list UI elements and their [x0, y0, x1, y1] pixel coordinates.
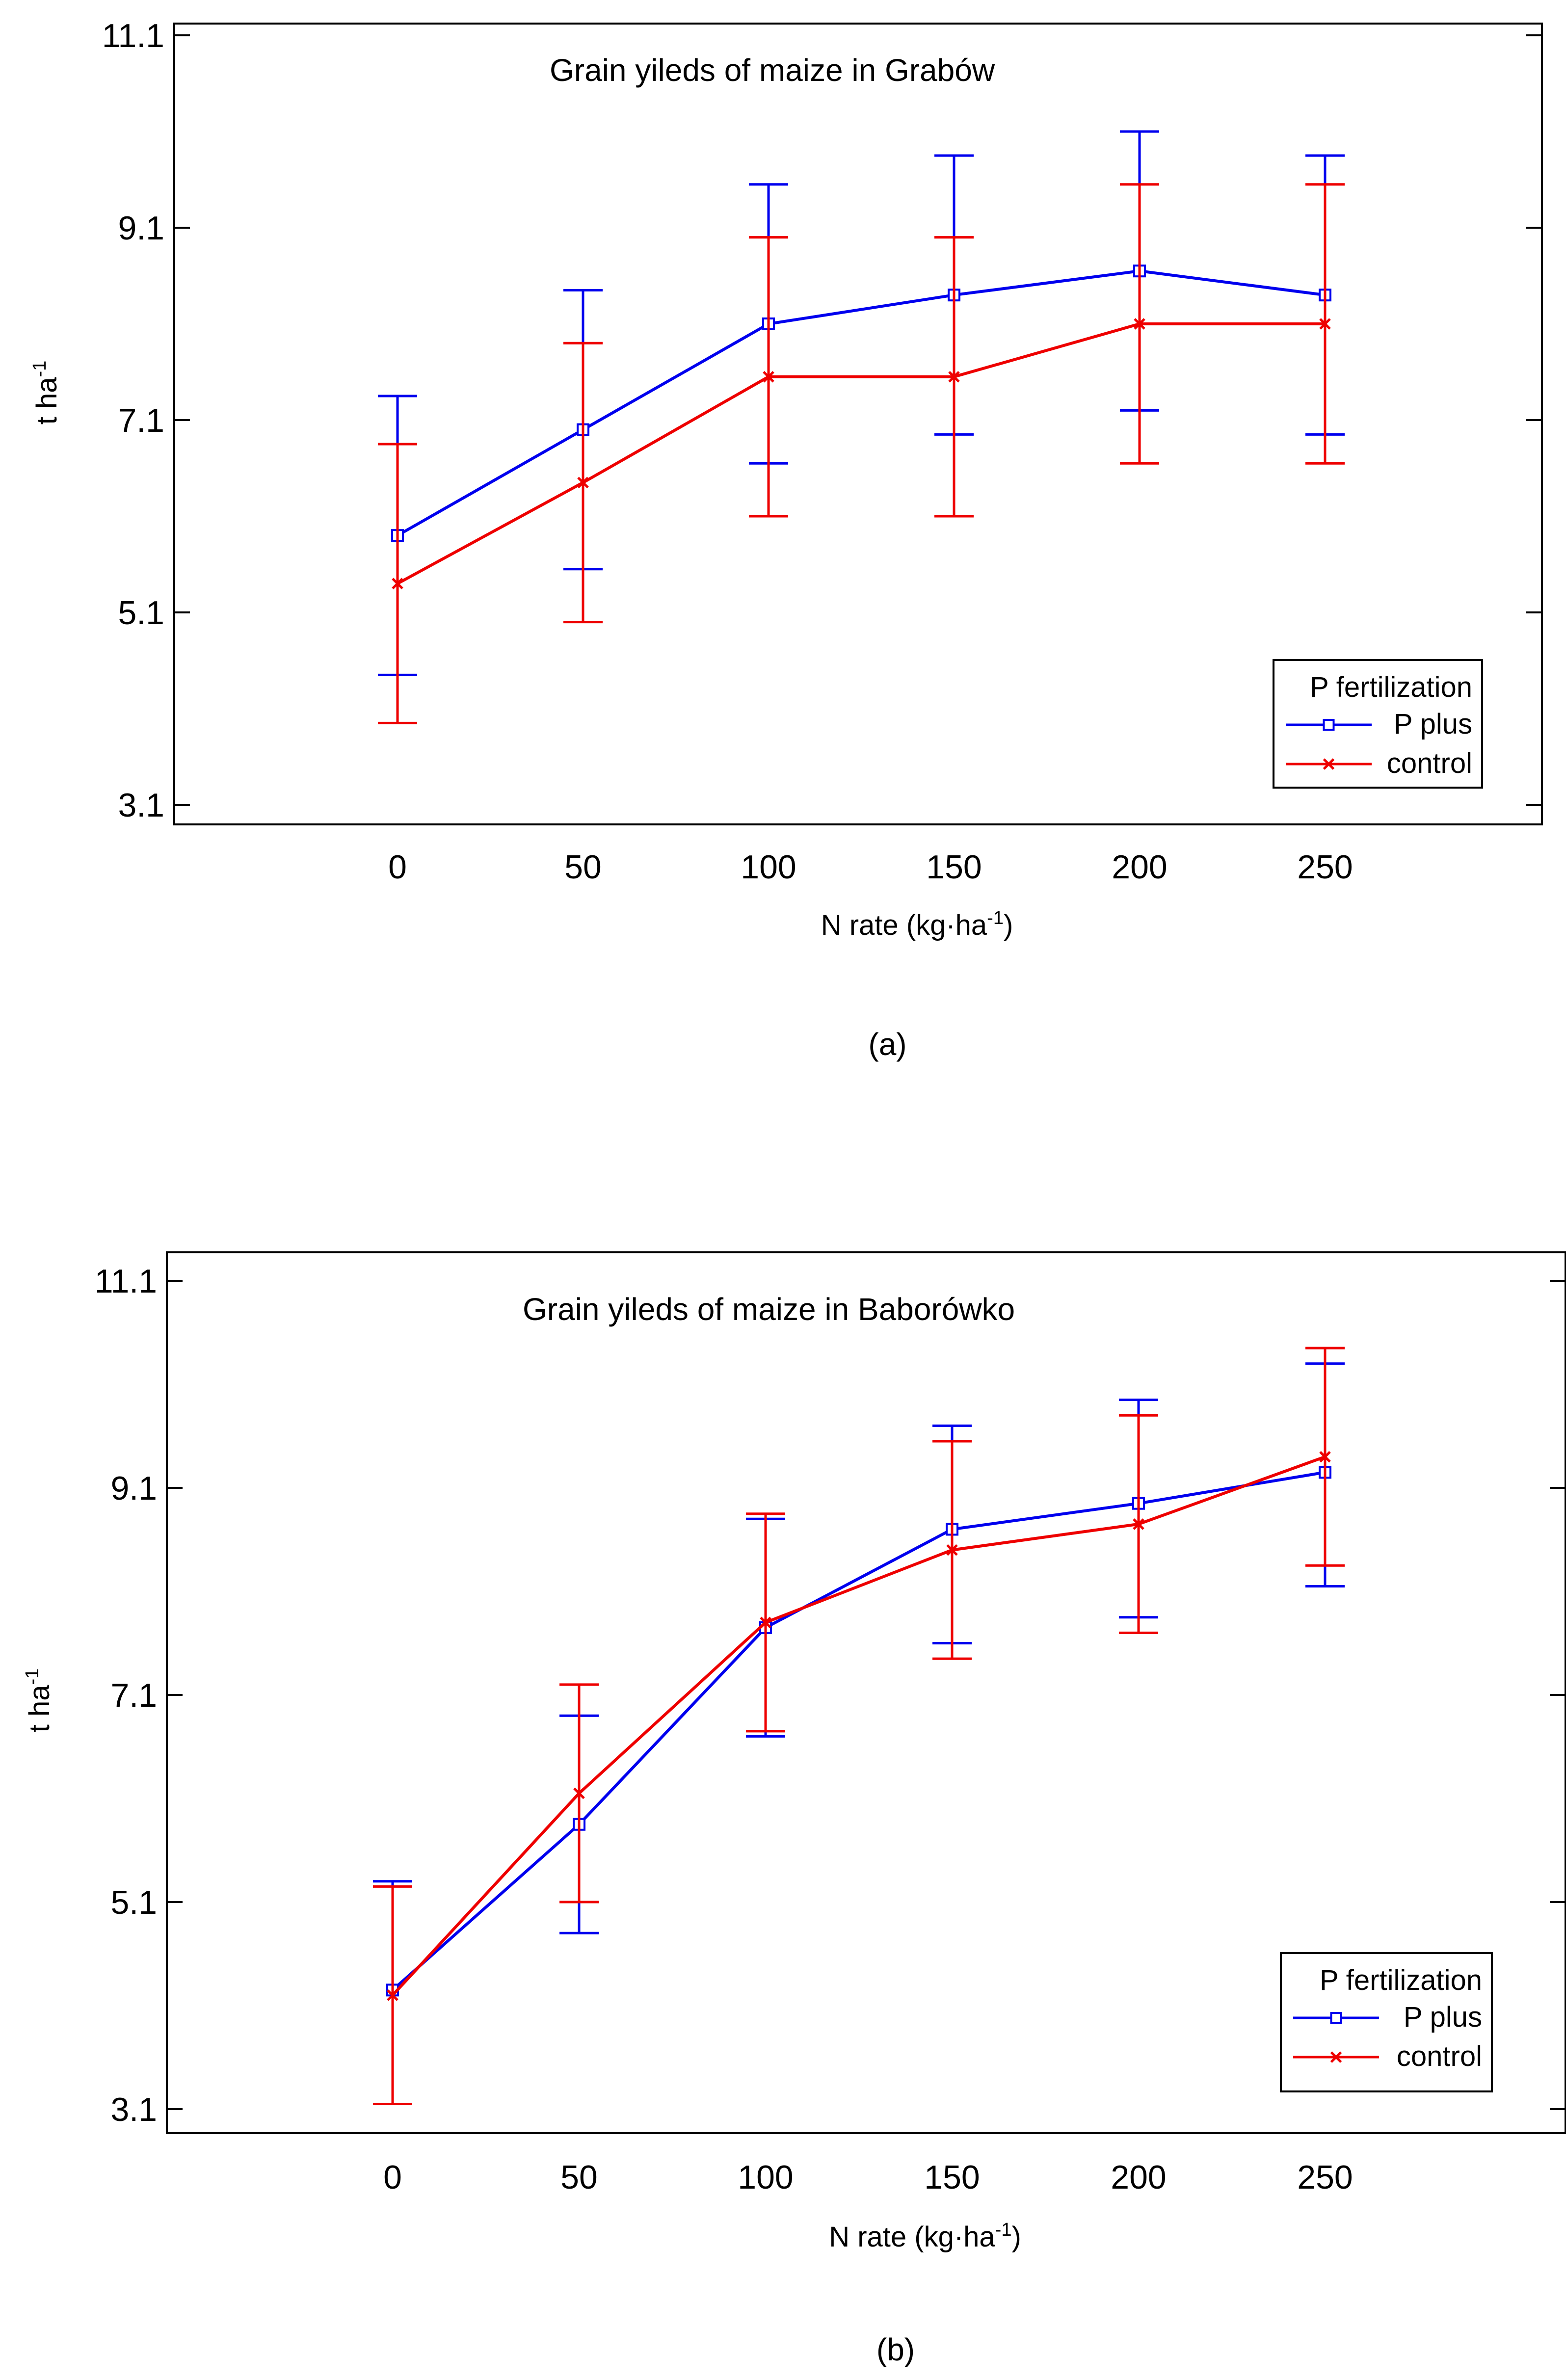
x-tick-label: 200 — [1111, 2159, 1166, 2196]
plot-frame — [166, 1251, 1566, 2134]
data-point — [760, 1616, 771, 1629]
y-tick-label: 5.1 — [118, 594, 164, 632]
marker-stroke — [1133, 1518, 1144, 1530]
marker-stroke — [573, 1787, 585, 1799]
series-line — [397, 322, 1325, 585]
y-axis-label: t ha-1 — [29, 361, 63, 425]
x-tick-label: 150 — [924, 2159, 980, 2196]
legend: P fertilization P plus control — [1280, 1952, 1493, 2092]
data-point — [573, 1787, 585, 1799]
y-tick-label: 3.1 — [118, 787, 164, 824]
data-point — [948, 371, 960, 383]
data-point — [1134, 318, 1145, 330]
series-p-plus — [378, 130, 1345, 676]
y-tick-label: 11.1 — [95, 1263, 157, 1300]
x-axis-label: N rate (kg·ha-1) — [829, 2220, 1021, 2253]
series-control — [373, 1347, 1345, 2105]
legend-marker-x — [1330, 2051, 1342, 2063]
y-tick-label: 7.1 — [118, 402, 164, 439]
series-line — [391, 1455, 1326, 1996]
y-tick-label: 11.1 — [102, 17, 164, 54]
legend-marker-square — [1323, 719, 1335, 731]
legend-title: P fertilization — [1320, 1964, 1482, 1996]
marker-stroke — [1319, 318, 1331, 330]
legend-label: control — [1387, 747, 1472, 779]
chart-title: Grain yileds of maize in Baborówko — [523, 1292, 1015, 1327]
data-point — [1319, 1451, 1331, 1463]
x-tick-label: 50 — [560, 2159, 598, 2196]
x-tick-label: 50 — [564, 848, 602, 886]
data-point — [763, 371, 774, 383]
chart-title: Grain yileds of maize in Grabów — [550, 53, 995, 88]
data-point — [1319, 318, 1331, 330]
x-tick-label: 100 — [741, 848, 796, 886]
data-point — [392, 578, 403, 589]
series-control — [378, 183, 1345, 724]
legend-label: P plus — [1394, 708, 1472, 740]
marker-stroke — [577, 476, 589, 489]
legend-label: control — [1397, 2040, 1482, 2072]
legend-marker-square — [1330, 2012, 1342, 2024]
y-tick-label: 3.1 — [110, 2091, 157, 2128]
x-tick-label: 250 — [1297, 2159, 1353, 2196]
marker-stroke — [387, 1989, 398, 2001]
panel-label: (b) — [876, 2332, 915, 2367]
panel-label: (a) — [868, 1027, 906, 1062]
x-tick-label: 100 — [738, 2159, 793, 2196]
legend-box — [1280, 1952, 1493, 2092]
x-tick-label: 150 — [926, 848, 982, 886]
chart-panel-b: 3.1 5.1 7.1 9.1 11.1 0 50 100 150 200 250 Grain yil… — [22, 1251, 1566, 2253]
y-tick-label: 9.1 — [118, 210, 164, 247]
marker-stroke — [760, 1616, 771, 1629]
marker-stroke — [392, 578, 403, 589]
x-tick-label: 200 — [1112, 848, 1167, 886]
data-point — [946, 1544, 958, 1556]
y-tick-label: 7.1 — [110, 1677, 157, 1714]
y-tick-label: 9.1 — [110, 1470, 157, 1507]
plot-frame — [173, 23, 1543, 825]
data-point — [1133, 1518, 1144, 1530]
marker-stroke — [948, 371, 960, 383]
legend-title: P fertilization — [1310, 671, 1472, 703]
series-line — [392, 1471, 1326, 1991]
series-line — [397, 269, 1326, 537]
marker-stroke — [946, 1544, 958, 1556]
x-tick-label: 250 — [1297, 848, 1353, 886]
x-axis-label: N rate (kg·ha-1) — [821, 908, 1013, 941]
legend-label: P plus — [1404, 2001, 1482, 2033]
x-tick-label: 0 — [388, 848, 407, 886]
y-tick-label: 5.1 — [110, 1884, 157, 1921]
legend: P fertilization P plus control — [1273, 659, 1483, 789]
x-tick-label: 0 — [383, 2159, 402, 2196]
data-point — [387, 1989, 398, 2001]
data-point — [577, 476, 589, 489]
series-p-plus — [373, 1362, 1345, 2105]
marker-stroke — [1134, 318, 1145, 330]
marker-stroke — [1319, 1451, 1331, 1463]
y-axis-label: t ha-1 — [22, 1668, 55, 1733]
marker-stroke — [763, 371, 774, 383]
chart-panel-a: 3.1 5.1 7.1 9.1 11.1 0 50 100 150 200 250 Grain yil… — [29, 17, 1543, 941]
legend-marker-x — [1323, 758, 1335, 770]
